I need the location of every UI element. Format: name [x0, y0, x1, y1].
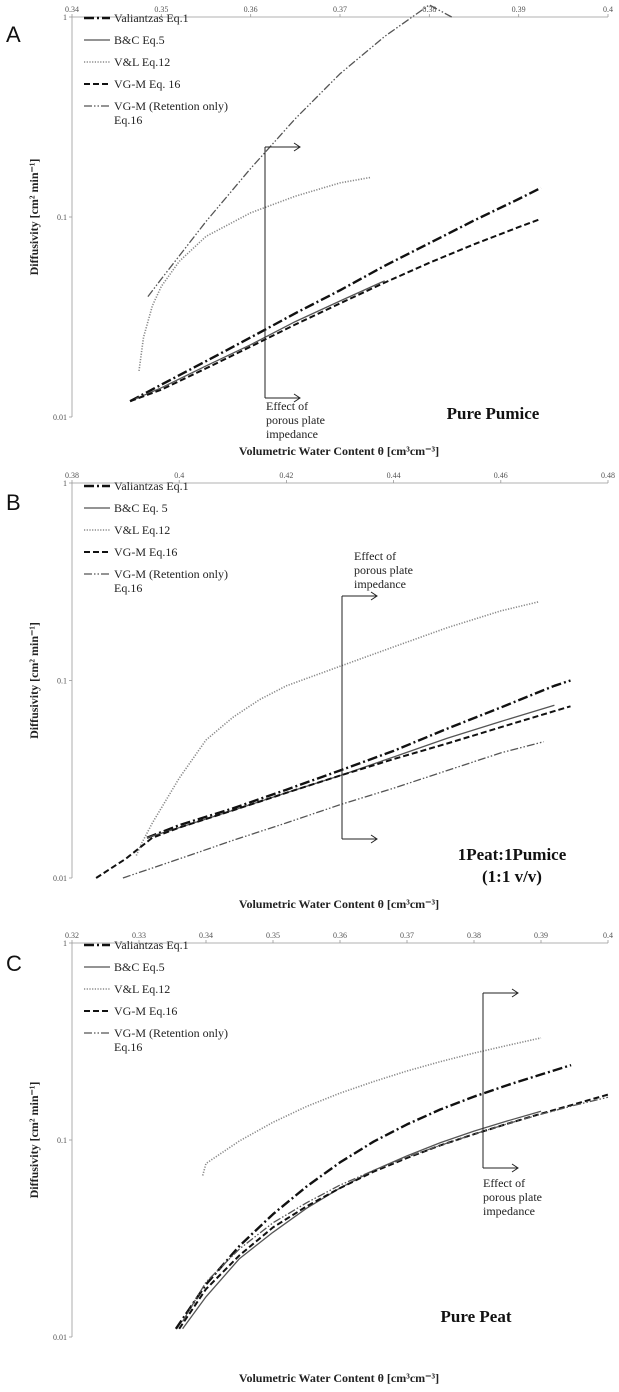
y-tick-label: 0.1: [57, 677, 67, 686]
y-tick-label: 0.01: [53, 1333, 67, 1342]
legend-entry: B&C Eq. 5: [114, 501, 168, 515]
annotation-text: porous plate: [354, 563, 413, 577]
legend-entry: Valiantzas Eq.1: [114, 11, 189, 25]
legend-entry: B&C Eq.5: [114, 33, 165, 47]
x-tick-label: 0.33: [132, 931, 146, 940]
x-tick-label: 0.39: [512, 5, 526, 14]
x-axis-label: Volumetric Water Content θ [cm³cm⁻³]: [239, 444, 439, 458]
annotation-text: Effect of: [483, 1176, 525, 1190]
y-tick-label: 1: [63, 939, 67, 948]
panel-letter: A: [6, 22, 21, 47]
series-line: [122, 741, 544, 879]
annotation-text: Effect of: [266, 399, 308, 413]
series-line: [147, 4, 453, 297]
x-tick-label: 0.38: [467, 931, 481, 940]
x-tick-label: 0.42: [279, 471, 293, 480]
series-line: [129, 186, 542, 403]
panel-letter: C: [6, 951, 22, 976]
x-tick-label: 0.4: [603, 5, 613, 14]
annotation-arrow-head: [370, 591, 378, 601]
x-axis-label: Volumetric Water Content θ [cm³cm⁻³]: [239, 897, 439, 911]
y-tick-label: 1: [63, 479, 67, 488]
x-tick-label: 0.34: [65, 5, 79, 14]
x-tick-label: 0.37: [333, 5, 347, 14]
annotation-text: Effect of: [354, 549, 396, 563]
series-line: [182, 1096, 609, 1322]
series-line: [146, 679, 571, 839]
legend-entry: VG-M (Retention only): [114, 567, 228, 581]
legend-entry: VG-M Eq.16: [114, 1004, 177, 1018]
annotation-arrow-head: [293, 393, 301, 403]
legend-entry: Valiantzas Eq.1: [114, 938, 189, 952]
legend-entry: VG-M (Retention only): [114, 99, 228, 113]
annotation-arrow-head: [511, 1163, 519, 1173]
y-axis-label: Diffusivity [cm² min⁻¹]: [27, 622, 41, 739]
x-tick-label: 0.35: [266, 931, 280, 940]
annotation-text: impedance: [483, 1204, 535, 1218]
series-line: [178, 1093, 609, 1330]
x-tick-label: 0.37: [400, 931, 414, 940]
series-line: [129, 217, 542, 403]
legend-entry: B&C Eq.5: [114, 960, 165, 974]
x-tick-label: 0.32: [65, 931, 79, 940]
x-tick-label: 0.38: [65, 471, 79, 480]
legend-entry: VG-M (Retention only): [114, 1026, 228, 1040]
x-tick-label: 0.36: [244, 5, 258, 14]
y-tick-label: 1: [63, 13, 67, 22]
annotation-arrow-head: [293, 142, 301, 152]
y-tick-label: 0.01: [53, 413, 67, 422]
x-tick-label: 0.36: [333, 931, 347, 940]
legend-entry: V&L Eq.12: [114, 523, 170, 537]
y-axis-label: Diffusivity [cm² min⁻¹]: [27, 1082, 41, 1199]
annotation-text: impedance: [266, 427, 318, 441]
sample-label: (1:1 v/v): [482, 867, 542, 886]
sample-label: Pure Pumice: [447, 404, 540, 423]
x-tick-label: 0.38: [422, 5, 436, 14]
chart-a: 0.34 0.35 0.36 0.37 0.38 0.39 0.4 0.01 0.1 1 Valia…: [6, 4, 613, 458]
legend-entry: Eq.16: [114, 113, 142, 127]
annotation-text: porous plate: [266, 413, 325, 427]
x-tick-label: 0.44: [387, 471, 401, 480]
x-tick-label: 0.48: [601, 471, 615, 480]
sample-label: 1Peat:1Pumice: [458, 845, 567, 864]
legend-entry: V&L Eq.12: [114, 55, 170, 69]
y-axis-label: Diffusivity [cm² min⁻¹]: [27, 159, 41, 276]
series-line: [129, 280, 385, 402]
series-line: [174, 1063, 572, 1330]
x-tick-label: 0.34: [199, 931, 213, 940]
x-tick-label: 0.4: [174, 471, 184, 480]
legend-entry: V&L Eq.12: [114, 982, 170, 996]
y-tick-label: 0.1: [57, 213, 67, 222]
y-tick-label: 0.1: [57, 1136, 67, 1145]
y-tick-label: 0.01: [53, 874, 67, 883]
legend-entry: VG-M Eq.16: [114, 545, 177, 559]
panel-letter: B: [6, 490, 21, 515]
chart-b: 0.38 0.4 0.42 0.44 0.46 0.48 0.01 0.1 1 Valiantza…: [6, 471, 615, 911]
x-tick-label: 0.39: [534, 931, 548, 940]
legend-entry: Eq.16: [114, 581, 142, 595]
legend-entry: Eq.16: [114, 1040, 142, 1054]
legend-entry: VG-M Eq. 16: [114, 77, 180, 91]
x-tick-label: 0.46: [494, 471, 508, 480]
legend-entry: Valiantzas Eq.1: [114, 479, 189, 493]
annotation-text: porous plate: [483, 1190, 542, 1204]
x-axis-label: Volumetric Water Content θ [cm³cm⁻³]: [239, 1371, 439, 1385]
chart-c: 0.32 0.33 0.34 0.35 0.36 0.37 0.38 0.39 0.4 0.01 0…: [6, 931, 613, 1385]
x-tick-label: 0.4: [603, 931, 613, 940]
annotation-arrow-head: [370, 834, 378, 844]
annotation-text: impedance: [354, 577, 406, 591]
annotation-arrow-head: [511, 988, 519, 998]
sample-label: Pure Peat: [441, 1307, 512, 1326]
x-tick-label: 0.35: [154, 5, 168, 14]
series-line: [95, 705, 571, 879]
series-line: [201, 1037, 542, 1176]
